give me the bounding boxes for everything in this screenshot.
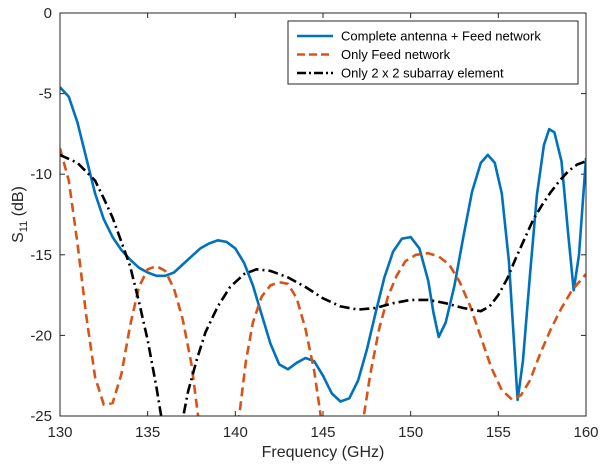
series-line-1 xyxy=(60,86,586,403)
x-tick-label: 135 xyxy=(135,424,160,441)
legend-label-3: Only 2 x 2 subarray element xyxy=(341,66,504,81)
x-tick-label: 130 xyxy=(47,424,72,441)
legend-label-1: Complete antenna + Feed network xyxy=(341,29,541,44)
y-tick-label: -25 xyxy=(30,408,52,425)
x-axis-label: Frequency (GHz) xyxy=(262,444,385,461)
series-line-2 xyxy=(60,148,586,416)
y-tick-label: -15 xyxy=(30,247,52,264)
plot-frame xyxy=(59,12,587,417)
x-tick-label: 150 xyxy=(398,424,423,441)
y-axis-label-main: S xyxy=(10,232,27,243)
x-tick-label: 140 xyxy=(223,424,248,441)
series-layer xyxy=(60,86,586,416)
y-tick-label: 0 xyxy=(44,5,52,22)
legend-label-2: Only Feed network xyxy=(341,47,451,62)
series-line-3 xyxy=(60,153,586,416)
tick-labels: 130 135 140 145 150 155 160 0 -5 -10 -15 -20 -25 xyxy=(30,5,598,441)
y-tick-label: -10 xyxy=(30,166,52,183)
x-tick-label: 155 xyxy=(486,424,511,441)
y-tick-label: -5 xyxy=(39,86,52,103)
y-axis-label-unit: (dB) xyxy=(10,186,27,221)
x-tick-label: 160 xyxy=(573,424,598,441)
y-axis-label-subscript: 11 xyxy=(18,221,30,232)
legend: Complete antenna + Feed network Only Feed… xyxy=(287,20,579,85)
legend-box xyxy=(287,20,579,85)
y-tick-label: -20 xyxy=(30,327,52,344)
y-axis-label: S11 (dB) xyxy=(10,186,30,243)
x-tick-label: 145 xyxy=(310,424,335,441)
